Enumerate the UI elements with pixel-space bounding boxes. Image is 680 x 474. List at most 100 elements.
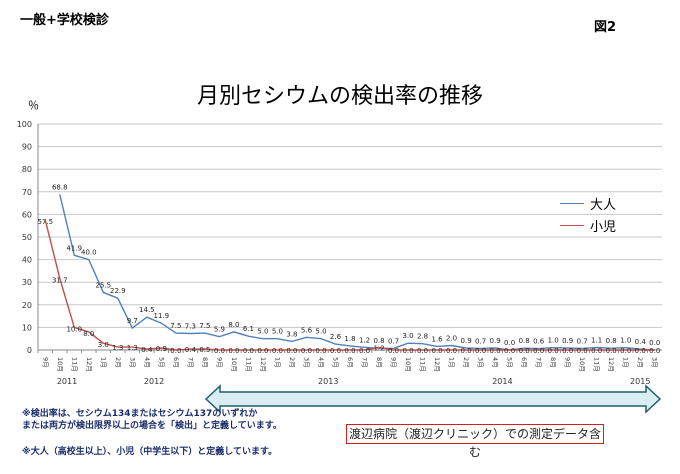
data-label: 0.4 [185, 346, 197, 354]
series-line-child [44, 219, 655, 351]
data-label: 1.6 [431, 335, 443, 343]
age-definition-note: ※大人（高校生以上）、小児（中学生以下）と定義しています。 [22, 447, 278, 457]
data-label: 0.0 [315, 347, 326, 355]
y-tick-label: 0 [27, 346, 32, 355]
data-label: 0.7 [388, 337, 399, 345]
x-tick-label: 11月 [419, 357, 427, 372]
data-label: 2.0 [446, 334, 457, 342]
y-tick-label: 50 [22, 233, 32, 242]
x-tick-label: 12月 [85, 357, 93, 372]
period-arrow-shape [204, 384, 662, 414]
data-label: 0.0 [504, 339, 515, 347]
data-label: 0.0 [272, 347, 283, 355]
x-tick-label: 11月 [244, 357, 252, 372]
data-label: 0.0 [620, 347, 631, 355]
data-label: 0.0 [577, 347, 588, 355]
data-label: 10.0 [66, 325, 82, 333]
data-label: 1.3 [127, 344, 138, 352]
data-label: 0.8 [519, 337, 530, 345]
year-label: 2011 [57, 377, 77, 386]
data-label: 3.0 [402, 332, 413, 340]
data-source-box: 渡辺病院（渡辺クリニック）での測定データ含む [346, 424, 604, 459]
series-line-adult [59, 194, 655, 351]
data-label: 0.0 [519, 347, 530, 355]
x-tick-label: 12月 [433, 357, 441, 372]
data-label: 5.0 [272, 328, 283, 336]
data-label: 5.0 [257, 328, 268, 336]
y-tick-label: 40 [22, 256, 32, 265]
data-label: 0.0 [635, 347, 646, 355]
y-tick-label: 90 [22, 143, 32, 152]
data-label: 0.0 [548, 347, 559, 355]
legend-label-child: 小児 [590, 219, 617, 235]
data-label: 0.7 [577, 337, 588, 345]
chart-title: 月別セシウムの検出率の推移 [196, 84, 483, 109]
x-tick-label: 8月 [375, 357, 383, 368]
data-label: 5.0 [315, 328, 326, 336]
legend: 大人 小児 [560, 192, 616, 236]
legend-label-adult: 大人 [590, 197, 617, 213]
x-tick-label: 12月 [259, 357, 267, 372]
x-tick-label: 3月 [302, 357, 310, 368]
y-tick-label: 100 [17, 120, 32, 129]
year-label: 2013 [318, 377, 338, 386]
x-tick-label: 1月 [273, 357, 281, 368]
year-label: 2015 [630, 377, 650, 386]
x-tick-label: 6月 [172, 357, 180, 368]
data-label: 1.1 [591, 337, 602, 345]
x-tick-label: 2月 [114, 357, 122, 368]
data-label: 0.5 [199, 346, 210, 354]
x-tick-label: 9月 [41, 357, 49, 368]
data-label: 0.9 [562, 337, 573, 345]
x-tick-label: 3月 [651, 357, 659, 368]
data-label: 0.0 [301, 347, 312, 355]
data-label: 0.0 [490, 347, 501, 355]
x-tick-label: 9月 [564, 357, 572, 368]
data-label: 1.0 [620, 337, 631, 345]
data-label: 0.0 [402, 347, 413, 355]
data-label: 31.7 [52, 276, 68, 284]
x-tick-label: 9月 [390, 357, 398, 368]
period-arrow [204, 384, 662, 414]
note-line-1: ※検出率は、セシウム134またはセシウム137のいずれか [22, 409, 258, 419]
data-label: 0.0 [170, 347, 181, 355]
x-tick-label: 10月 [230, 357, 238, 372]
data-label: 1.8 [344, 335, 355, 343]
year-label: 2014 [492, 377, 512, 386]
data-label: 1.2 [373, 344, 384, 352]
data-label: 0.0 [533, 347, 544, 355]
data-label: 2.8 [417, 333, 428, 341]
x-tick-label: 7月 [186, 357, 194, 368]
x-tick-labels: 9月 10月 11月 12月 1月 2月 3月 4月 5月 6月 7月 8月 9月 10月 11月 12月 1月… [41, 357, 658, 372]
series-layer [44, 194, 655, 351]
data-label: 0.6 [533, 338, 545, 346]
definition-note: ※検出率は、セシウム134またはセシウム137のいずれか または両方が検出限界以… [22, 408, 282, 432]
data-label: 0.4 [141, 346, 153, 354]
data-label: 0.8 [606, 337, 617, 345]
x-tick-label: 6月 [346, 357, 354, 368]
x-tick-label: 2月 [636, 357, 644, 368]
x-tick-label: 3月 [128, 357, 136, 368]
data-label: 25.5 [96, 281, 112, 289]
x-tick-label: 2月 [288, 357, 296, 368]
data-label: 0.0 [388, 347, 399, 355]
data-label: 5.6 [301, 326, 313, 334]
data-label: 0.0 [359, 347, 370, 355]
legend-item-adult: 大人 [560, 192, 616, 214]
x-tick-label: 6月 [520, 357, 528, 368]
data-label: 0.0 [330, 347, 341, 355]
data-label: 0.0 [606, 347, 617, 355]
note-line-2: または両方が検出限界以上の場合を「検出」と定義しています。 [22, 421, 282, 431]
data-label: 1.3 [112, 344, 123, 352]
x-tick-label: 10月 [404, 357, 412, 372]
y-tick-label: 10 [22, 323, 32, 332]
x-tick-label: 4月 [143, 357, 151, 368]
data-label: 3.8 [286, 330, 297, 338]
year-labels: 2011 2012 2013 2014 2015 [57, 377, 651, 386]
data-label: 0.9 [156, 345, 167, 353]
data-label: 0.0 [214, 347, 225, 355]
data-label: 0.0 [243, 347, 254, 355]
data-label: 22.9 [110, 287, 126, 295]
x-tick-label: 11月 [70, 357, 78, 372]
data-label: 14.5 [139, 306, 155, 314]
